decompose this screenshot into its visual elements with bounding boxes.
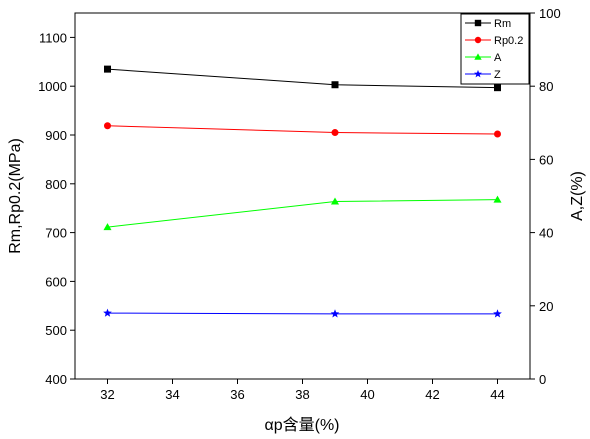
left-y-tick-label: 900	[45, 128, 67, 143]
x-tick-label: 32	[100, 387, 114, 402]
legend: Rm Rp0.2 AZ	[460, 13, 530, 85]
legend-marker-z	[474, 69, 482, 78]
right-y-tick-label: 40	[539, 226, 553, 241]
series-z	[103, 308, 502, 318]
data-point-rp02	[104, 122, 111, 130]
right-y-tick-label: 100	[539, 6, 561, 21]
data-point-rm	[104, 65, 111, 73]
left-y-tick-label: 500	[45, 323, 67, 338]
legend-label-rm: Rm	[494, 18, 511, 30]
left-y-tick-label: 800	[45, 177, 67, 192]
left-y-tick-label: 1100	[39, 30, 67, 45]
data-point-a	[493, 195, 502, 203]
x-tick-label: 40	[360, 387, 374, 402]
left-y-tick-label: 1000	[38, 79, 67, 94]
legend-box	[460, 13, 530, 85]
left-y-axis: 400 500 600 700 800 900 1000 1100	[38, 30, 75, 387]
series-line-rm	[107, 68, 498, 89]
series-rp02	[104, 122, 501, 138]
x-tick-label: 34	[165, 387, 179, 402]
data-point-rp02	[331, 129, 339, 137]
x-tick-label: 38	[295, 387, 309, 402]
left-y-tick-label: 700	[45, 226, 67, 241]
series-line-a	[107, 199, 498, 228]
series-rm	[104, 65, 501, 92]
data-point-z	[493, 309, 502, 318]
x-tick-label: 42	[425, 387, 439, 402]
right-y-tick-label: 80	[539, 79, 553, 94]
x-axis-title: αp含量(%)	[264, 416, 339, 434]
legend-marker-a	[474, 53, 482, 60]
legend-label-rp02: Rp0.2	[494, 35, 523, 47]
legend-marker-rp02	[474, 36, 482, 44]
left-y-tick-label: 600	[45, 274, 67, 289]
x-axis: 32 34 36 38 40 42 44	[100, 379, 505, 402]
data-point-z	[103, 308, 112, 317]
legend-label-a: A	[494, 52, 502, 64]
right-y-tick-label: 20	[539, 299, 553, 314]
right-y-axis-title: A,Z(%)	[569, 171, 586, 221]
left-y-tick-label: 400	[45, 372, 67, 387]
series-line-rp02	[107, 125, 498, 135]
right-y-tick-label: 60	[539, 152, 553, 167]
data-point-rm	[494, 84, 501, 92]
data-point-z	[330, 309, 340, 318]
series-line-z	[107, 312, 498, 315]
data-point-rp02	[494, 130, 501, 138]
legend-marker-rm	[474, 19, 482, 27]
data-point-a	[103, 223, 112, 231]
x-tick-label: 36	[230, 387, 244, 402]
left-y-axis-title: Rm,Rp0.2(MPa)	[7, 138, 24, 254]
legend-label-z: Z	[494, 69, 501, 81]
series-layer	[103, 65, 502, 318]
data-point-rm	[331, 81, 339, 89]
right-y-tick-label: 0	[539, 372, 546, 387]
data-point-a	[330, 197, 340, 205]
x-tick-label: 44	[490, 387, 504, 402]
series-a	[103, 195, 502, 231]
right-y-axis: 0 20 40 60 80 100	[530, 6, 561, 387]
